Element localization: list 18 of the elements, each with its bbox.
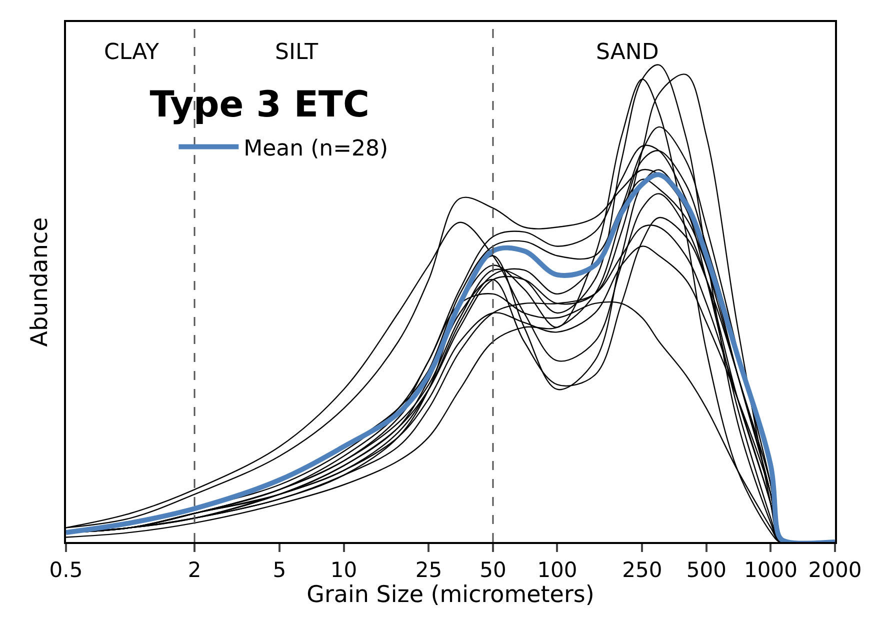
y-axis-title: Abundance <box>26 217 53 347</box>
annotation: SAND <box>596 40 659 65</box>
legend-label: Mean (n=28) <box>244 136 388 162</box>
x-tick-label: 2000 <box>808 558 862 582</box>
x-tick-label: 10 <box>330 558 358 582</box>
x-tick-label: 1000 <box>744 558 798 582</box>
x-tick-label: 500 <box>686 558 727 582</box>
x-tick-label: 50 <box>480 558 506 582</box>
x-tick-label: 25 <box>415 558 442 582</box>
x-tick-label: 250 <box>622 558 662 582</box>
x-tick-label: 0.5 <box>49 558 83 582</box>
annotation: CLAY <box>104 40 160 65</box>
text: Type 3 ETC <box>150 84 370 126</box>
x-tick-label: 100 <box>537 558 578 582</box>
x-tick-label: 5 <box>272 558 286 582</box>
annotation: SILT <box>275 40 319 65</box>
x-tick-label: 2 <box>188 558 202 582</box>
x-axis-title: Grain Size (micrometers) <box>306 582 594 608</box>
